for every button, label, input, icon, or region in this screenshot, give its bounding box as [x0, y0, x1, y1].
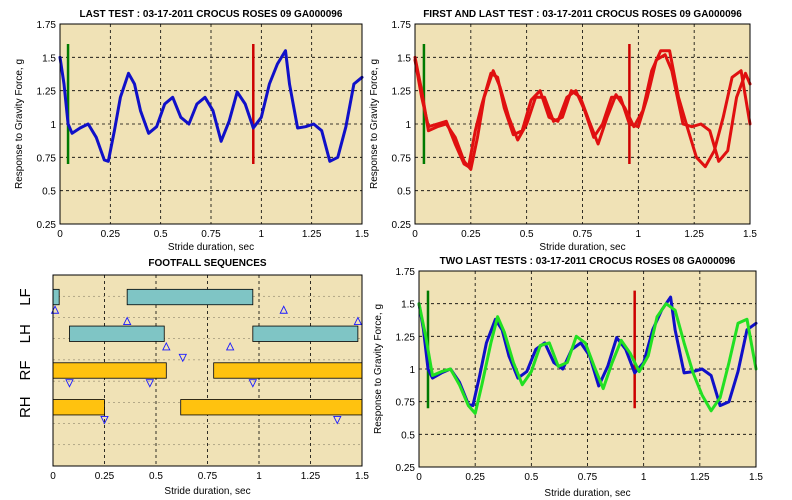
y-tick-label-0-2: 0.75 [37, 153, 57, 164]
footfall-bar-2 [69, 325, 165, 342]
x-tick-label-2-3: 0.75 [198, 471, 218, 482]
footfall-event-up-2 [122, 316, 132, 326]
x-tick-label-3-1: 0.25 [465, 472, 485, 483]
chart-title-3: TWO LAST TESTS : 03-17-2011 CROCUS ROSES… [440, 256, 736, 267]
chart-title-1: FIRST AND LAST TEST : 03-17-2011 CROCUS … [423, 9, 742, 20]
x-tick-label-3-2: 0.5 [524, 472, 538, 483]
footfall-event-up-4 [225, 341, 235, 351]
footfall-event-up-3 [162, 341, 171, 351]
footfall-bar-6 [52, 399, 105, 416]
x-tick-label-3-0: 0 [416, 472, 422, 483]
y-tick-label-3-4: 1.25 [396, 332, 416, 343]
y-tick-label-1-6: 1.75 [392, 20, 412, 31]
x-tick-label-2-2: 0.5 [149, 471, 163, 482]
y-axis-label-0: Response to Gravity Force, g [14, 59, 25, 189]
footfall-event-down-10 [100, 415, 109, 425]
footfall-bar-4 [52, 362, 167, 379]
x-tick-label-1-1: 0.25 [461, 229, 481, 240]
x-tick-label-3-4: 1 [641, 472, 647, 483]
y-axis-label-1: Response to Gravity Force, g [369, 59, 380, 189]
y-tick-label-1-2: 0.75 [392, 153, 412, 164]
x-tick-label-0-0: 0 [57, 229, 63, 240]
x-tick-label-2-5: 1.25 [301, 471, 321, 482]
row-label-lh: LH [17, 324, 34, 343]
x-axis-label-0: Stride duration, sec [168, 242, 254, 253]
row-label-rh: RH [17, 396, 34, 418]
y-tick-label-0-4: 1.25 [37, 87, 57, 98]
x-tick-label-1-2: 0.5 [520, 229, 534, 240]
x-tick-label-1-4: 1 [636, 229, 642, 240]
y-tick-label-3-2: 0.75 [396, 398, 416, 409]
y-tick-label-0-1: 0.5 [42, 187, 56, 198]
y-tick-label-3-5: 1.5 [401, 300, 415, 311]
plot-border-1 [414, 23, 751, 225]
series-line-3-1 [417, 302, 758, 415]
row-label-rf: RF [17, 361, 34, 381]
footfall-bar-3 [252, 325, 359, 342]
x-tick-label-3-5: 1.25 [690, 472, 710, 483]
footfall-event-down-11 [333, 415, 342, 425]
footfall-bar-0 [52, 288, 60, 306]
plot-border-2 [52, 274, 363, 467]
y-tick-label-0-6: 1.75 [37, 20, 57, 31]
x-axis-label-3: Stride duration, sec [544, 488, 630, 499]
chart-title-0: LAST TEST : 03-17-2011 CROCUS ROSES 09 G… [80, 9, 343, 20]
x-tick-label-2-6: 1.5 [355, 471, 369, 482]
x-tick-label-0-3: 0.75 [201, 229, 221, 240]
x-tick-label-0-2: 0.5 [154, 229, 168, 240]
x-tick-label-3-6: 1.5 [749, 472, 763, 483]
y-tick-label-1-1: 0.5 [397, 187, 411, 198]
x-tick-label-0-6: 1.5 [355, 229, 369, 240]
y-tick-label-1-0: 0.25 [392, 220, 412, 231]
x-tick-label-0-5: 1.25 [302, 229, 322, 240]
footfall-event-up-1 [279, 305, 288, 314]
x-tick-label-1-6: 1.5 [743, 229, 757, 240]
footfall-event-down-8 [145, 379, 155, 388]
series-line-0-0 [58, 49, 364, 163]
y-tick-label-0-5: 1.5 [42, 53, 56, 64]
y-tick-label-3-3: 1 [409, 365, 415, 376]
footfall-bar-1 [126, 288, 254, 306]
x-tick-label-0-4: 1 [259, 229, 265, 240]
x-tick-label-0-1: 0.25 [101, 229, 121, 240]
y-axis-label-3: Response to Gravity Force, g [373, 304, 384, 434]
footfall-event-up-5 [353, 316, 363, 326]
x-tick-label-2-0: 0 [50, 471, 56, 482]
y-tick-label-1-3: 1 [405, 120, 411, 131]
footfall-bar-7 [180, 399, 363, 416]
footfall-bar-5 [213, 362, 363, 379]
chart-title-2: FOOTFALL SEQUENCES [148, 258, 266, 269]
plot-border-3 [418, 270, 757, 468]
footfall-event-down-9 [248, 379, 258, 388]
footfall-event-down-7 [65, 379, 74, 388]
y-tick-label-0-3: 1 [50, 120, 56, 131]
y-tick-label-3-0: 0.25 [396, 463, 416, 474]
x-tick-label-2-1: 0.25 [95, 471, 115, 482]
x-tick-label-1-3: 0.75 [573, 229, 593, 240]
x-axis-label-1: Stride duration, sec [539, 242, 625, 253]
row-label-lf: LF [17, 288, 34, 306]
y-tick-label-0-0: 0.25 [37, 220, 57, 231]
x-tick-label-3-3: 0.75 [578, 472, 598, 483]
y-tick-label-3-6: 1.75 [396, 267, 416, 278]
plot-border-0 [59, 23, 363, 225]
x-tick-label-2-4: 1 [256, 471, 262, 482]
footfall-event-down-6 [178, 353, 188, 363]
x-tick-label-1-0: 0 [412, 229, 418, 240]
x-axis-label-2: Stride duration, sec [164, 486, 250, 497]
y-tick-label-3-1: 0.5 [401, 430, 415, 441]
series-line-1-1 [413, 49, 752, 171]
y-tick-label-1-5: 1.5 [397, 53, 411, 64]
x-tick-label-1-5: 1.25 [684, 229, 704, 240]
y-tick-label-1-4: 1.25 [392, 87, 412, 98]
